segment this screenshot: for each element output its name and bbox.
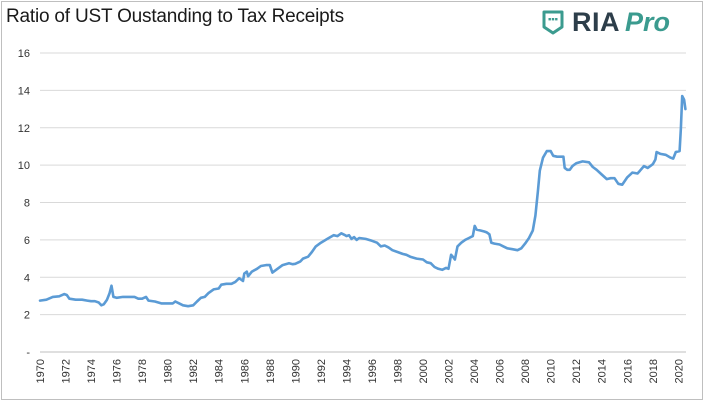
ria-pro-logo: RIA Pro <box>540 7 670 37</box>
chart-title: Ratio of UST Oustanding to Tax Receipts <box>6 6 344 27</box>
logo-ria-text: RIA <box>572 6 620 37</box>
y-tick-label: 10 <box>18 160 30 172</box>
series-group <box>38 94 687 308</box>
x-tick-label: 1974 <box>86 359 98 383</box>
x-tick-label: 1970 <box>35 359 47 383</box>
series-line-0 <box>38 94 687 308</box>
x-tick-label: 1976 <box>112 359 124 383</box>
x-tick-label: 1986 <box>239 359 251 383</box>
y-tick-label: 12 <box>18 123 30 135</box>
y-tick-label: 2 <box>24 310 30 322</box>
gridlines <box>40 52 686 316</box>
y-tick-label: 4 <box>24 272 30 284</box>
x-tick-label: 1980 <box>163 359 175 383</box>
x-tick-label: 2018 <box>648 359 660 383</box>
x-tick-label: 2016 <box>622 359 634 383</box>
y-tick-label: 8 <box>24 198 30 210</box>
y-tick-label: 14 <box>18 85 30 97</box>
x-tick-label: 2000 <box>418 359 430 383</box>
x-tick-label: 1978 <box>137 359 149 383</box>
chat-bubble-icon <box>542 10 564 35</box>
x-tick-label: 1994 <box>341 359 353 383</box>
x-tick-label: 1990 <box>290 359 302 383</box>
x-tick-label: 2020 <box>673 359 685 383</box>
logo-pro-text: Pro <box>625 6 671 37</box>
x-tick-label: 2014 <box>597 359 609 383</box>
x-tick-label: 2004 <box>469 359 481 383</box>
x-tick-label: 1996 <box>367 359 379 383</box>
x-tick-label: 2008 <box>520 359 532 383</box>
y-tick-label: 6 <box>24 235 30 247</box>
x-tick-label: 1998 <box>392 359 404 383</box>
x-tick-label: 2002 <box>444 359 456 383</box>
x-axis: 1970 1972 1974 1976 1978 1980 1982 1984 1986 1988… <box>35 351 686 383</box>
x-tick-label: 1972 <box>61 359 73 383</box>
x-tick-label: 2006 <box>495 359 507 383</box>
y-tick-label: 16 <box>18 48 30 60</box>
x-tick-label: 1982 <box>188 359 200 383</box>
x-tick-label: 1988 <box>265 359 277 383</box>
x-tick-label: 2012 <box>571 359 583 383</box>
x-tick-label: 1984 <box>214 359 226 383</box>
y-axis-ticks: - 2 4 6 8 10 12 14 16 <box>18 48 31 359</box>
x-tick-label: 1992 <box>316 359 328 383</box>
y-tick-label: - <box>26 347 30 359</box>
x-tick-label: 2010 <box>546 359 558 383</box>
